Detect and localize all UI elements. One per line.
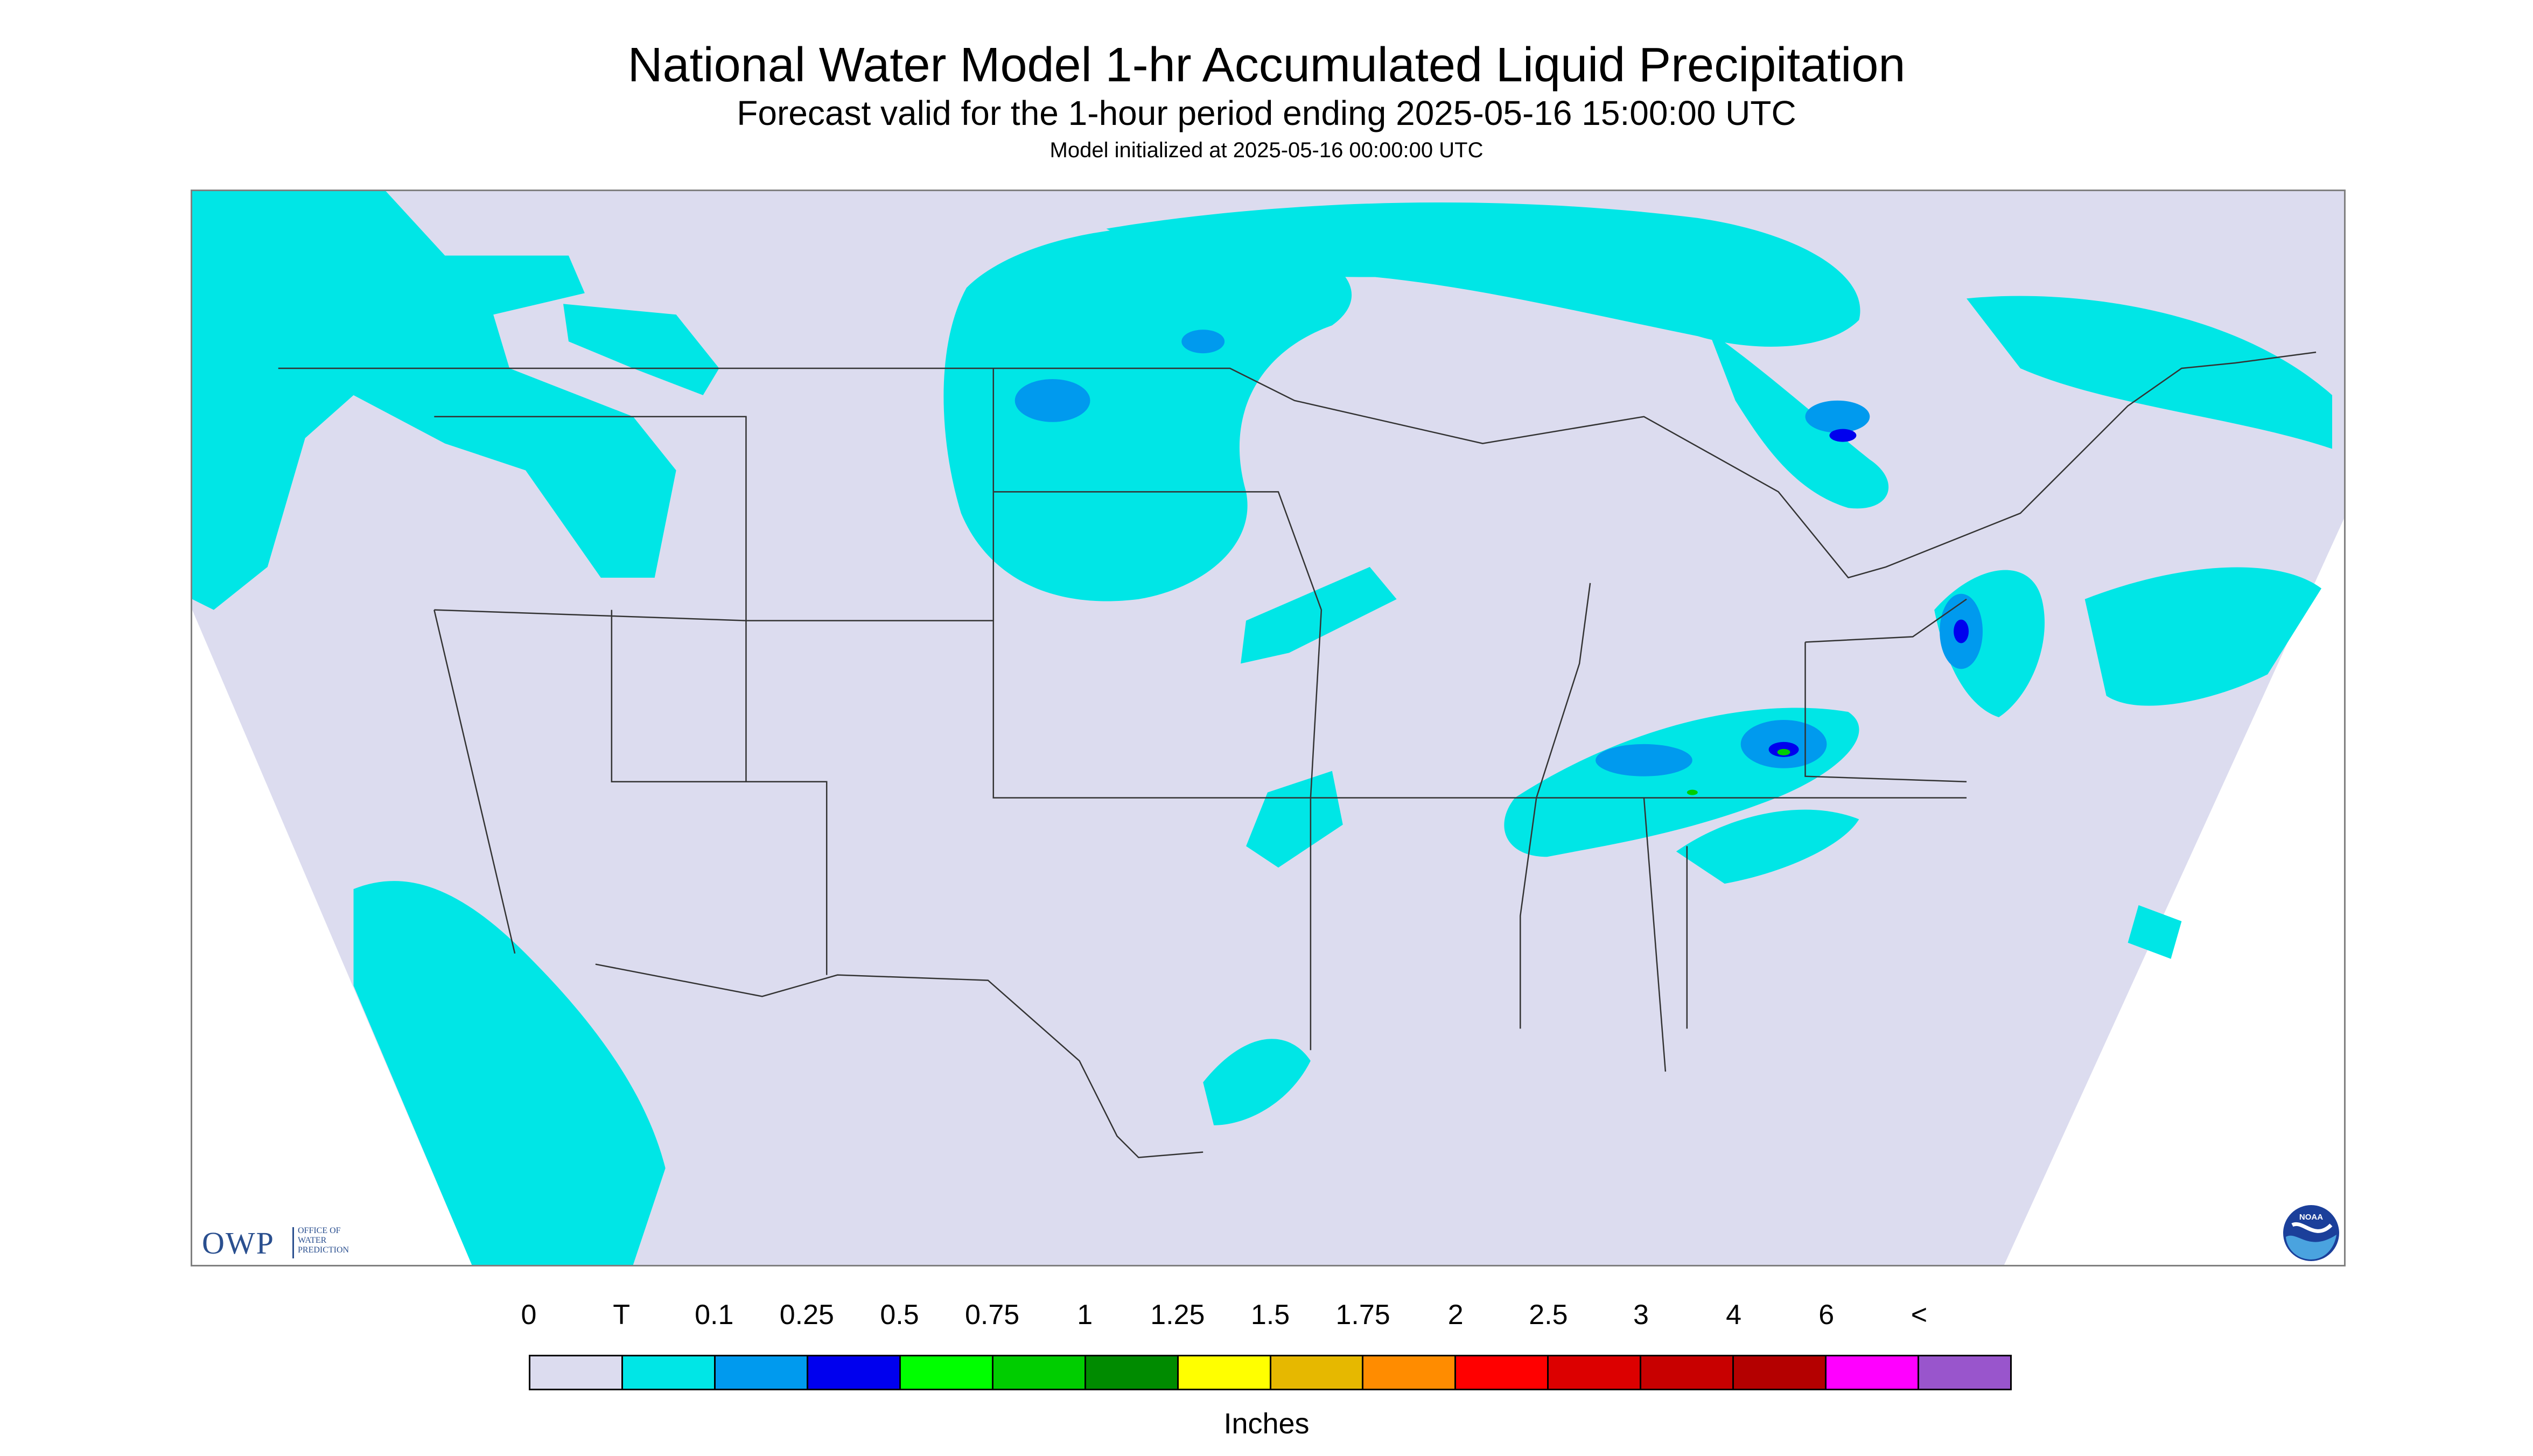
precip-area-new-england: [2084, 567, 2322, 706]
legend-units-label: Inches: [1223, 1408, 1310, 1440]
precip-area-great-lakes: [1708, 331, 1889, 509]
legend-tick-label: 0.75: [965, 1299, 1020, 1331]
owp-logo-divider: [292, 1227, 294, 1258]
owp-logo-letters: OWP: [202, 1226, 275, 1261]
legend-color-swatch: [1086, 1356, 1179, 1389]
precip-area-canada-north: [1106, 202, 1860, 347]
map-canvas: [192, 191, 2344, 1265]
precip-area-quebec: [1967, 296, 2333, 449]
legend-tick-label: 1.5: [1250, 1299, 1290, 1331]
legend-color-swatch: [900, 1356, 993, 1389]
state-line-7: [433, 609, 746, 954]
model-init-time: Model initialized at 2025-05-16 00:00:00…: [1049, 138, 1484, 162]
legend-color-swatch: [1734, 1356, 1827, 1389]
legend-color-swatch: [1271, 1356, 1364, 1389]
precip-area-texas-coast: [1203, 1039, 1311, 1125]
noaa-logo-icon: NOAA: [2283, 1205, 2339, 1261]
map-subtitle: Forecast valid for the 1-hour period end…: [737, 94, 1796, 132]
precip-area-carolinas: [1676, 809, 1859, 884]
legend-tick-label: 4: [1726, 1299, 1742, 1331]
legend-color-swatch: [1827, 1356, 1920, 1389]
precip-trace-areas: [192, 191, 2333, 1265]
noaa-logo-text: NOAA: [2299, 1213, 2323, 1222]
political-boundaries: [278, 351, 2317, 1158]
legend-color-swatch: [1456, 1356, 1549, 1389]
us-canada-border: [278, 351, 2317, 579]
legend-color-swatch: [622, 1356, 716, 1389]
legend-tick-label: 3: [1633, 1299, 1649, 1331]
legend-tick-labels: 0 T 0.1 0.25 0.5 0.75 1 1.25 1.5 1.75 2 2.5 3 4 6 <: [0, 1299, 2533, 1336]
state-line-2: [746, 620, 1312, 1051]
legend-tick-label: 2.5: [1529, 1299, 1568, 1331]
legend-color-swatch: [993, 1356, 1086, 1389]
legend-tick-label: 6: [1818, 1299, 1835, 1331]
legend-tick-label: 1: [1077, 1299, 1093, 1331]
owp-logo-subtext: OFFICE OF WATER PREDICTION: [298, 1226, 379, 1255]
precip-area-canada-west: [563, 304, 719, 395]
legend-tick-label: 1.75: [1335, 1299, 1390, 1331]
precip-area-northern-plains: [943, 226, 1352, 601]
legend-tick-label: 0.25: [779, 1299, 834, 1331]
precipitation-map[interactable]: OWP OFFICE OF WATER PREDICTION NOAA: [191, 190, 2346, 1266]
precip-area-atlantic-offshore: [2128, 905, 2182, 959]
precip-area-southern-plains: [1246, 771, 1343, 868]
precipitation-legend-colorbar: [529, 1355, 2012, 1390]
precip-area-baja-pacific: [353, 881, 666, 1265]
state-line-6: [1804, 598, 1967, 782]
legend-color-swatch: [808, 1356, 901, 1389]
precip-heavy-mid-atlantic: [1954, 619, 1969, 643]
legend-color-swatch: [1549, 1356, 1642, 1389]
state-line-3: [992, 368, 1323, 798]
precip-area-pacific-northwest: [192, 191, 676, 610]
legend-color-swatch: [1178, 1356, 1271, 1389]
legend-color-swatch: [1919, 1356, 2010, 1389]
legend-color-swatch: [715, 1356, 808, 1389]
precip-light-dakota: [1014, 379, 1090, 422]
legend-tick-label: 1.25: [1150, 1299, 1205, 1331]
precip-light-ontario: [1805, 400, 1870, 433]
us-mexico-border: [595, 963, 1203, 1158]
legend-tick-label: T: [613, 1299, 631, 1331]
precip-moderate-tennessee: [1687, 789, 1698, 795]
legend-tick-label: <: [1911, 1299, 1928, 1331]
precip-moderate-areas: [1687, 748, 1790, 795]
precip-moderate-carolina: [1777, 748, 1790, 755]
state-line-5: [1520, 797, 1688, 1072]
precip-light-ohio-valley-1: [1596, 744, 1692, 776]
legend-tick-label: 0.1: [695, 1299, 734, 1331]
owp-logo-line-3: PREDICTION: [298, 1245, 349, 1255]
precip-light-minnesota: [1181, 330, 1225, 354]
owp-logo: OWP OFFICE OF WATER PREDICTION: [202, 1224, 385, 1262]
legend-color-swatch: [1363, 1356, 1457, 1389]
precip-area-iowa: [1241, 566, 1397, 664]
legend-tick-label: 0.5: [880, 1299, 919, 1331]
precip-heavy-ontario: [1829, 429, 1857, 442]
legend-color-swatch: [1641, 1356, 1734, 1389]
legend-tick-label: 0: [521, 1299, 537, 1331]
owp-logo-line-1: OFFICE OF: [298, 1226, 341, 1235]
legend-color-swatch: [530, 1356, 623, 1389]
map-title: National Water Model 1-hr Accumulated Li…: [627, 38, 1906, 92]
owp-logo-line-2: WATER: [298, 1236, 327, 1245]
legend-tick-label: 2: [1447, 1299, 1464, 1331]
